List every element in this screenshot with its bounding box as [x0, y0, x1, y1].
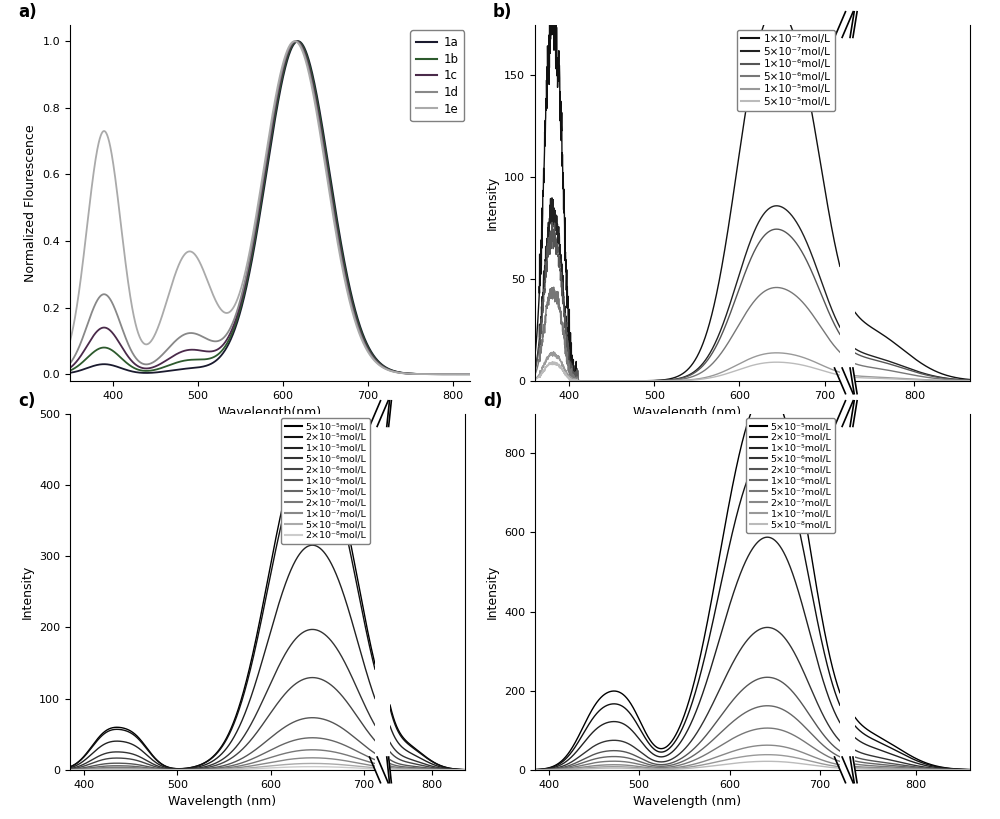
X-axis label: Wavelength (nm): Wavelength (nm) — [633, 406, 742, 419]
X-axis label: Wavelength(nm): Wavelength(nm) — [218, 406, 322, 419]
Y-axis label: Intensity: Intensity — [486, 175, 499, 230]
X-axis label: Wavelength (nm): Wavelength (nm) — [633, 795, 742, 808]
Y-axis label: Intensity: Intensity — [486, 564, 499, 619]
Text: b): b) — [492, 3, 512, 21]
Legend: 5×10⁻⁵mol/L, 2×10⁻⁵mol/L, 1×10⁻⁵mol/L, 5×10⁻⁶mol/L, 2×10⁻⁶mol/L, 1×10⁻⁶mol/L, 5×: 5×10⁻⁵mol/L, 2×10⁻⁵mol/L, 1×10⁻⁵mol/L, 5… — [281, 419, 370, 544]
Legend: 1×10⁻⁷mol/L, 5×10⁻⁷mol/L, 1×10⁻⁶mol/L, 5×10⁻⁶mol/L, 1×10⁻⁵mol/L, 5×10⁻⁵mol/L: 1×10⁻⁷mol/L, 5×10⁻⁷mol/L, 1×10⁻⁶mol/L, 5… — [737, 29, 835, 111]
Y-axis label: Normalized Flourescence: Normalized Flourescence — [24, 124, 37, 282]
Y-axis label: Intensity: Intensity — [21, 564, 34, 619]
Text: c): c) — [18, 392, 36, 410]
Legend: 1a, 1b, 1c, 1d, 1e: 1a, 1b, 1c, 1d, 1e — [410, 30, 464, 121]
X-axis label: Wavelength (nm): Wavelength (nm) — [168, 795, 277, 808]
Text: a): a) — [18, 3, 37, 21]
Text: d): d) — [483, 392, 503, 410]
Legend: 5×10⁻⁵mol/L, 2×10⁻⁵mol/L, 1×10⁻⁵mol/L, 5×10⁻⁶mol/L, 2×10⁻⁶mol/L, 1×10⁻⁶mol/L, 5×: 5×10⁻⁵mol/L, 2×10⁻⁵mol/L, 1×10⁻⁵mol/L, 5… — [746, 419, 835, 533]
